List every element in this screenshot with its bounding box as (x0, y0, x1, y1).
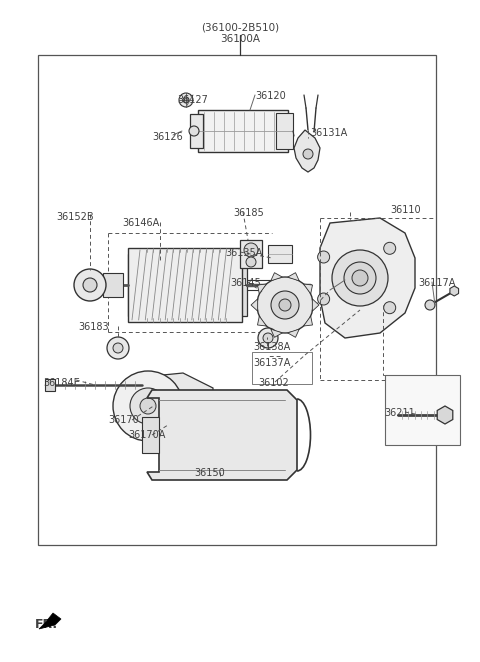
Circle shape (83, 278, 97, 292)
Text: 36120: 36120 (255, 91, 286, 101)
Circle shape (140, 398, 156, 414)
Circle shape (384, 302, 396, 314)
Text: 36150: 36150 (194, 468, 226, 478)
Text: 36127: 36127 (178, 95, 208, 105)
Polygon shape (268, 245, 292, 263)
Text: FR.: FR. (35, 618, 58, 632)
Text: 36131A: 36131A (310, 128, 347, 138)
Polygon shape (276, 113, 293, 149)
Polygon shape (240, 240, 262, 268)
Polygon shape (128, 248, 242, 322)
Polygon shape (294, 130, 320, 172)
Polygon shape (128, 254, 140, 316)
Circle shape (352, 270, 368, 286)
Circle shape (189, 126, 199, 136)
Polygon shape (257, 284, 266, 294)
Bar (153, 393, 167, 407)
Text: 36170A: 36170A (128, 430, 166, 440)
Text: 36184E: 36184E (43, 378, 80, 388)
Polygon shape (39, 613, 61, 629)
Circle shape (318, 293, 330, 305)
Polygon shape (450, 286, 458, 296)
Circle shape (244, 243, 258, 257)
Polygon shape (232, 254, 247, 316)
Text: (36100-2B510): (36100-2B510) (201, 22, 279, 32)
Polygon shape (288, 273, 299, 281)
Text: 36183: 36183 (78, 322, 108, 332)
Circle shape (318, 251, 330, 263)
Text: 36152B: 36152B (56, 212, 94, 222)
Polygon shape (103, 273, 123, 297)
Polygon shape (303, 316, 312, 326)
Circle shape (303, 149, 313, 159)
Polygon shape (312, 299, 319, 311)
Text: 36211: 36211 (384, 408, 415, 418)
Text: 36110: 36110 (390, 205, 420, 215)
Bar (193, 398, 207, 412)
Polygon shape (320, 218, 415, 338)
Text: 36100A: 36100A (220, 34, 260, 44)
Polygon shape (303, 284, 312, 294)
Bar (38, 55, 436, 545)
Polygon shape (257, 316, 266, 326)
Circle shape (179, 93, 193, 107)
Text: 36138A: 36138A (253, 342, 290, 352)
Circle shape (130, 388, 166, 424)
Circle shape (332, 250, 388, 306)
Polygon shape (288, 329, 299, 338)
Text: 36126: 36126 (153, 132, 183, 142)
Circle shape (113, 343, 123, 353)
Circle shape (384, 242, 396, 254)
Circle shape (263, 333, 273, 343)
Circle shape (183, 97, 189, 103)
Circle shape (258, 328, 278, 348)
Text: 36117A: 36117A (418, 278, 456, 288)
Text: 36102: 36102 (258, 378, 289, 388)
Text: 36185: 36185 (233, 208, 264, 218)
Polygon shape (142, 417, 159, 453)
Bar (198, 413, 212, 427)
Bar (252, 352, 312, 384)
Circle shape (74, 269, 106, 301)
Polygon shape (198, 110, 288, 152)
Polygon shape (271, 329, 282, 338)
Text: 36135A: 36135A (225, 248, 263, 258)
Circle shape (113, 371, 183, 441)
Polygon shape (147, 390, 297, 480)
Polygon shape (45, 379, 55, 391)
Bar (173, 390, 187, 404)
Circle shape (246, 257, 256, 267)
Circle shape (271, 291, 299, 319)
Text: 36146A: 36146A (122, 218, 159, 228)
Bar (385, 375, 460, 445)
Circle shape (257, 277, 313, 333)
Text: 36170: 36170 (108, 415, 139, 425)
Circle shape (107, 337, 129, 359)
Text: 36145: 36145 (230, 278, 261, 288)
Polygon shape (251, 299, 258, 311)
Circle shape (279, 299, 291, 311)
Polygon shape (437, 406, 453, 424)
Polygon shape (190, 114, 203, 148)
Polygon shape (128, 373, 213, 438)
Circle shape (344, 262, 376, 294)
Polygon shape (271, 273, 282, 281)
Text: 36137A: 36137A (253, 358, 290, 368)
Circle shape (425, 300, 435, 310)
